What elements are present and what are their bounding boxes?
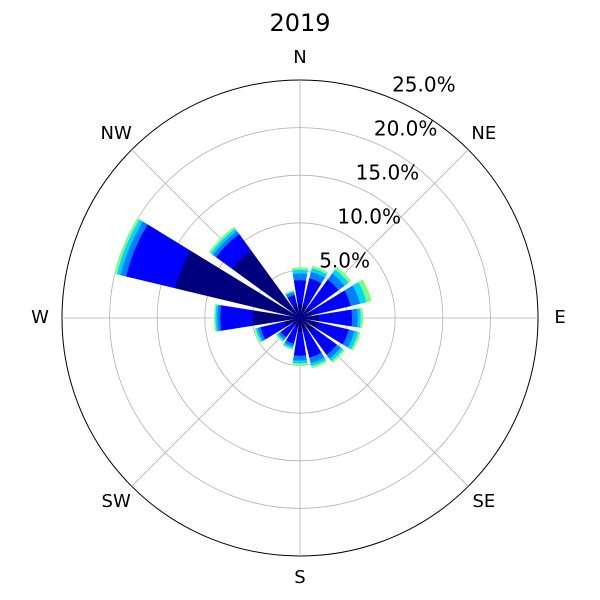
rose-segment bbox=[282, 344, 293, 350]
rose-segment bbox=[291, 267, 309, 271]
direction-label: SW bbox=[102, 491, 131, 512]
rose-segment bbox=[330, 348, 346, 364]
rose-segment bbox=[311, 359, 328, 369]
rose-segment bbox=[293, 355, 307, 362]
r-tick-label: 20.0% bbox=[374, 117, 438, 141]
rose-segment bbox=[275, 334, 284, 343]
rose-segment bbox=[359, 307, 364, 329]
grid-spoke bbox=[131, 317, 301, 487]
rose-segment bbox=[254, 328, 262, 343]
rose-segment bbox=[214, 304, 217, 332]
r-tick-label: 25.0% bbox=[392, 73, 456, 97]
rose-segment bbox=[208, 226, 236, 254]
rose-segment bbox=[351, 308, 359, 328]
rose-segment bbox=[292, 273, 308, 281]
direction-label: NE bbox=[471, 123, 496, 144]
rose-segment bbox=[311, 265, 329, 275]
rose-segment bbox=[334, 266, 352, 284]
r-tick-label: 15.0% bbox=[356, 161, 420, 185]
direction-label: S bbox=[294, 567, 305, 588]
direction-label: SE bbox=[472, 491, 495, 512]
r-tick-label: 5.0% bbox=[319, 249, 370, 273]
rose-segment bbox=[358, 279, 372, 303]
direction-label: N bbox=[293, 47, 306, 68]
direction-label: NW bbox=[101, 123, 132, 144]
rose-segment bbox=[350, 331, 361, 351]
r-tick-label: 10.0% bbox=[337, 205, 401, 229]
direction-label: E bbox=[554, 307, 565, 328]
rose-segment bbox=[284, 289, 294, 295]
rose-segment bbox=[292, 269, 308, 275]
chart-title: 2019 bbox=[269, 9, 330, 37]
direction-label: W bbox=[31, 307, 49, 328]
rose-segment bbox=[219, 305, 254, 331]
rose-segment bbox=[292, 362, 308, 366]
rose-segment bbox=[114, 218, 140, 275]
